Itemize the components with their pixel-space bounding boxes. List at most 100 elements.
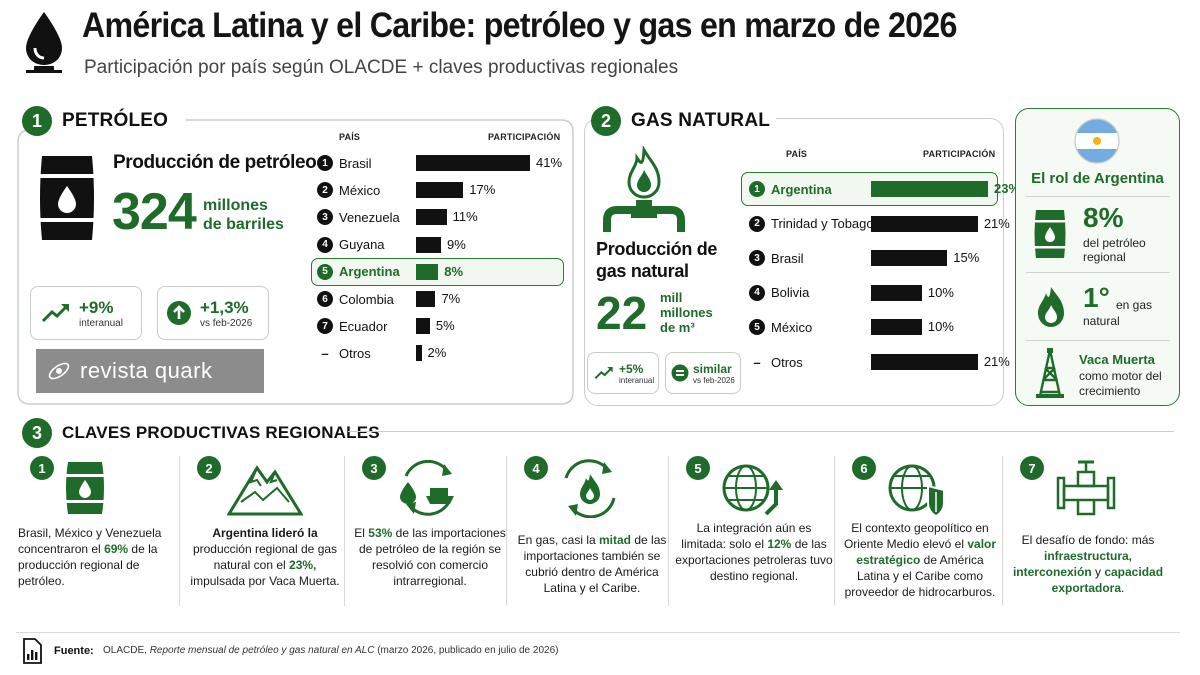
category-label: Otros <box>339 345 371 361</box>
source-title: Reporte mensual de petróleo y gas natura… <box>149 645 375 656</box>
bar <box>416 182 464 199</box>
gas-cycle-icon <box>564 459 616 518</box>
chart-row: 2 México <box>317 178 380 202</box>
barrel-icon <box>65 462 105 514</box>
category-label: Venezuela <box>339 209 400 225</box>
gas-col-country: PAÍS <box>786 149 808 159</box>
equals-circle-icon <box>671 364 689 382</box>
clave-text: La integración aún es limitada: solo el … <box>674 520 834 584</box>
mountain-icon <box>227 465 303 516</box>
clave-text: El 53% de las importaciones de petróleo … <box>350 525 510 589</box>
divider <box>1026 196 1170 197</box>
category-label: Argentina <box>339 264 400 280</box>
source-text: OLACDE, Reporte mensual de petróleo y ga… <box>103 645 558 656</box>
source-pre: OLACDE, <box>103 645 150 656</box>
section-title: GAS NATURAL <box>631 110 771 131</box>
clave-text-fragment: El desafío de fondo: más <box>1021 533 1155 547</box>
pipeline-icon <box>1056 460 1116 516</box>
page-subtitle: Participación por país según OLACDE + cl… <box>84 57 679 78</box>
category-label: Bolivia <box>771 285 810 301</box>
oil-derrick-icon <box>1036 348 1064 398</box>
oil-production-unit: millones de barriles <box>203 196 284 234</box>
clave-text: El contexto geopolítico en Oriente Medio… <box>840 520 1000 600</box>
clave-text-fragment: El <box>354 526 369 540</box>
quark-logo-icon <box>48 362 70 380</box>
gas-section-header: 2 GAS NATURAL <box>591 106 777 136</box>
trend-up-icon <box>594 367 613 380</box>
card-value: +1,3% <box>200 297 249 317</box>
argentina-gas-rank-caption: natural <box>1083 314 1120 328</box>
globe-export-icon <box>722 464 783 516</box>
chart-row: – Otros <box>749 350 803 374</box>
argentina-gas-rank: 1° <box>1083 282 1110 313</box>
gas-production-unit: mill millones de m³ <box>660 290 713 335</box>
value-label: 2% <box>427 345 447 361</box>
category-label: México <box>771 319 813 335</box>
chart-row: 2 Trinidad y Tobago <box>749 212 874 236</box>
card-value: +5% <box>619 361 644 376</box>
clave-text-fragment: infraestructura, <box>1043 549 1133 563</box>
clave-text-fragment: de las exportaciones petroleras tuvo des… <box>675 537 833 583</box>
bar <box>416 263 439 280</box>
globe-shield-icon <box>888 464 945 518</box>
trade-cycle-icon <box>400 459 454 516</box>
argentina-oil-share-caption: del petróleo regional <box>1083 236 1146 264</box>
caption-line: regional <box>1083 250 1126 264</box>
trend-up-icon <box>41 304 69 323</box>
divider <box>834 456 835 606</box>
card-caption: interanual <box>79 317 123 329</box>
rank-dash: – <box>753 354 761 370</box>
category-label: Trinidad y Tobago <box>771 216 874 232</box>
card-caption: vs feb-2026 <box>693 375 735 385</box>
rank-badge: 6 <box>317 291 333 307</box>
card-caption: vs feb-2026 <box>200 317 253 329</box>
clave-text-fragment: 53% <box>368 526 393 540</box>
value-label: 21% <box>983 354 1010 369</box>
bar <box>871 319 922 336</box>
oil-production-label: Producción de petróleo <box>113 152 317 173</box>
gas-mom-card: similar vs feb-2026 <box>665 352 741 394</box>
clave-number: 3 <box>362 456 386 480</box>
rank-badge: 5 <box>749 319 765 336</box>
value-label: 7% <box>441 291 461 306</box>
gas-flame-pipe-icon <box>603 146 685 232</box>
divider <box>179 456 180 606</box>
watermark: revista quark <box>36 349 264 393</box>
oil-barrel-icon <box>39 156 95 240</box>
clave-text: Brasil, México y Venezuela concentraron … <box>18 525 178 589</box>
divider <box>668 456 669 606</box>
clave-number: 1 <box>30 456 54 480</box>
category-label: Guyana <box>339 237 385 253</box>
clave-text-fragment: 23%, <box>289 558 317 572</box>
oil-production-value: 324 <box>112 183 197 241</box>
divider <box>1026 340 1170 341</box>
value-label: 9% <box>447 236 466 252</box>
card-value: +9% <box>79 297 114 317</box>
divider <box>506 456 507 606</box>
clave-text-fragment: El contexto geopolítico en Oriente Medio… <box>843 521 989 551</box>
value-label: 23% <box>994 181 1021 196</box>
flame-icon <box>1038 287 1064 327</box>
clave-text-fragment: En gas, casi la <box>517 533 599 547</box>
clave-text: El desafío de fondo: más infraestructura… <box>1008 532 1168 596</box>
rank-badge: 7 <box>317 318 333 335</box>
watermark-text: revista quark <box>80 358 213 383</box>
clave-text-fragment: valor estratégico <box>856 537 997 567</box>
clave-number: 6 <box>852 456 876 480</box>
argentina-flag-icon <box>1074 118 1120 164</box>
unit-line: millones <box>203 197 268 214</box>
clave-text-fragment: de la producción regional de petróleo. <box>18 542 158 588</box>
vaca-muerta-caption: como motor del crecimiento <box>1079 369 1162 399</box>
document-chart-icon <box>23 638 42 664</box>
chart-row: 3 Venezuela <box>317 205 400 229</box>
category-label: Otros <box>771 354 803 370</box>
clave-number: 5 <box>686 456 710 480</box>
category-label: Argentina <box>771 181 832 197</box>
rank-badge: 2 <box>317 182 333 199</box>
bar <box>416 236 442 253</box>
oil-section-header: 1 PETRÓLEO <box>22 106 168 136</box>
category-label: Colombia <box>339 291 394 307</box>
clave-number: 7 <box>1020 456 1044 480</box>
chart-row: 4 Bolivia <box>749 281 809 305</box>
barrel-icon <box>1034 210 1066 258</box>
